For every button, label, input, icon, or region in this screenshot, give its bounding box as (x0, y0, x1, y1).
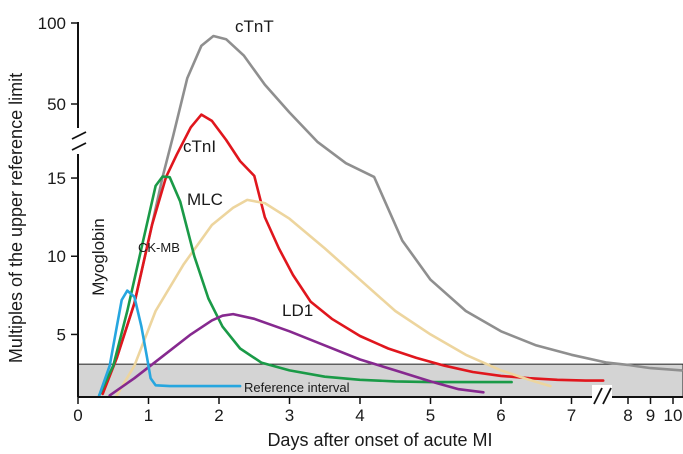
series-label-ctni: cTnI (183, 137, 216, 156)
x-tick-label: 8 (623, 406, 632, 425)
series-line-ck-mb (97, 175, 513, 397)
y-axis-break (70, 128, 87, 154)
series-line-myoglobin (97, 289, 242, 397)
x-tick-label: 10 (664, 406, 683, 425)
y-tick-label: 50 (47, 95, 66, 114)
series-line-mlc (115, 198, 552, 397)
series-label-ctnt: cTnT (235, 17, 274, 36)
y-axis-title: Multiples of the upper reference limit (6, 73, 26, 363)
series-line-ctni (101, 113, 605, 396)
ticks-layer: 0 1 2 3 4 5 6 7 8 9 10 5 10 15 50 100 (38, 14, 683, 425)
x-tick-label: 4 (355, 406, 364, 425)
x-axis-title: Days after onset of acute MI (267, 430, 492, 450)
x-tick-label: 6 (496, 406, 505, 425)
reference-interval-label: Reference interval (244, 380, 350, 395)
series-label-ld1: LD1 (282, 301, 313, 320)
series-label-myoglobin: Myoglobin (89, 218, 108, 296)
x-axis-break (592, 385, 612, 405)
series-line-ld1 (108, 312, 485, 397)
series-label-mlc: MLC (187, 190, 223, 209)
series-line-ctnt (101, 34, 683, 394)
axes-layer (70, 22, 683, 405)
x-tick-label: 0 (73, 406, 82, 425)
y-tick-label: 10 (47, 247, 66, 266)
labels-layer: cTnT cTnI MLC CK-MB LD1 Myoglobin (89, 17, 313, 320)
x-tick-label: 5 (426, 406, 435, 425)
x-tick-label: 2 (214, 406, 223, 425)
x-tick-label: 1 (144, 406, 153, 425)
series-label-ck-mb: CK-MB (138, 240, 180, 255)
x-tick-label: 9 (646, 406, 655, 425)
x-tick-label: 3 (285, 406, 294, 425)
x-tick-label: 7 (567, 406, 576, 425)
y-tick-label: 100 (38, 14, 66, 33)
y-tick-label: 15 (47, 169, 66, 188)
y-tick-label: 5 (57, 325, 66, 344)
series-layer (97, 34, 683, 397)
